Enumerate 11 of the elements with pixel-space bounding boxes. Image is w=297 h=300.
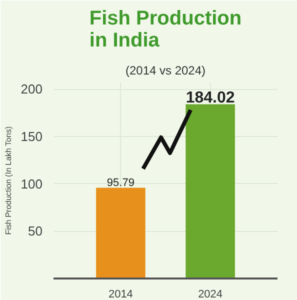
y-axis-title: Fish Production (In Lakh Tons): [4, 126, 13, 235]
x-tick-label: 2014: [108, 288, 133, 300]
y-tick-label: 150: [20, 128, 43, 144]
chart-subtitle: (2014 vs 2024): [125, 64, 206, 78]
y-tick-label: 50: [28, 224, 43, 239]
data-label: 184.02: [186, 89, 235, 106]
data-label: 95.79: [106, 176, 134, 189]
chart-title: Fish Production in India: [89, 8, 242, 52]
x-tick-label: 2024: [198, 288, 223, 300]
y-tick-label: 100: [20, 176, 43, 192]
y-tick-label: 200: [20, 82, 43, 97]
